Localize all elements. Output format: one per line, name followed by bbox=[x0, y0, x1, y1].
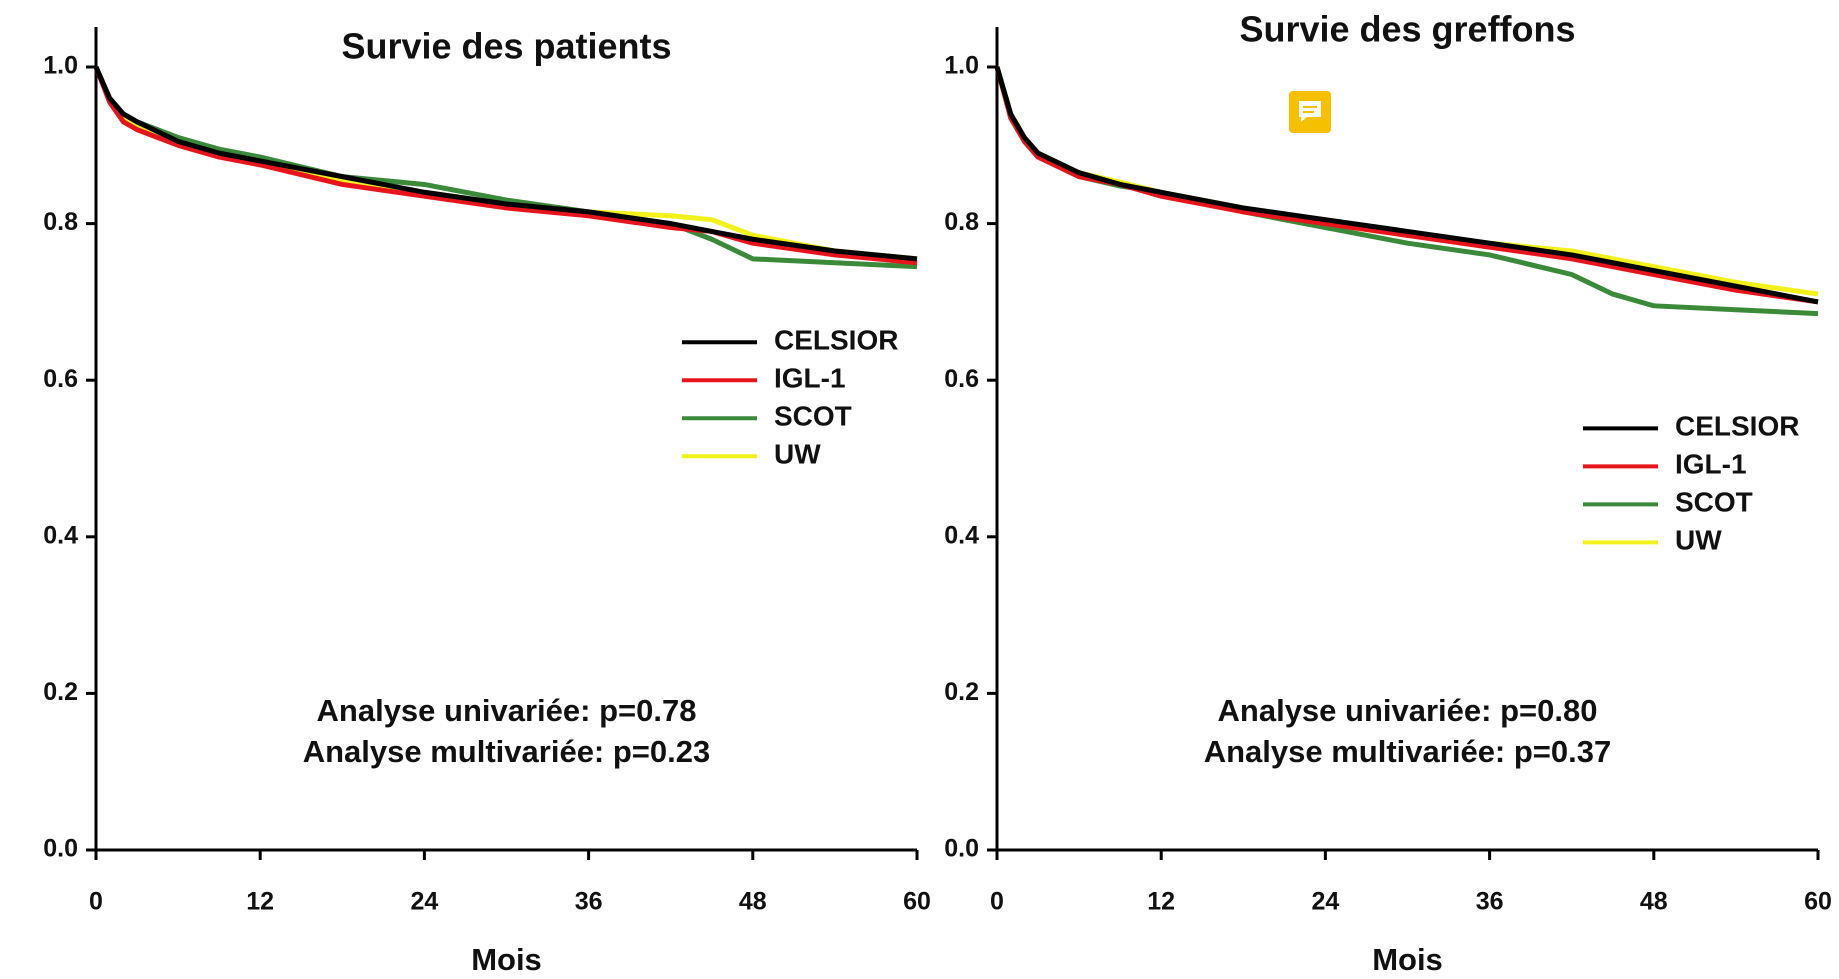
survival-line bbox=[93, 65, 918, 270]
y-tick-label: 1.0 bbox=[944, 52, 979, 80]
comment-icon[interactable] bbox=[1289, 91, 1331, 133]
x-tick-label: 0 bbox=[89, 888, 103, 916]
annotation: Analyse univariée: p=0.78 bbox=[317, 693, 697, 728]
x-tick-label: 36 bbox=[575, 888, 603, 916]
y-tick-label: 0.8 bbox=[944, 208, 979, 236]
x-tick-label: 12 bbox=[1147, 888, 1175, 916]
y-tick-label: 0.0 bbox=[43, 835, 78, 863]
legend-label: CELSIOR bbox=[774, 325, 898, 356]
x-axis-label: Mois bbox=[471, 942, 542, 977]
survival-line bbox=[994, 66, 1819, 305]
legend-label: UW bbox=[774, 439, 821, 470]
survival-line bbox=[994, 66, 1819, 305]
y-tick-label: 0.4 bbox=[43, 521, 78, 549]
survival-line bbox=[93, 65, 918, 262]
legend-label: UW bbox=[1675, 525, 1722, 556]
annotation: Analyse univariée: p=0.80 bbox=[1218, 693, 1598, 728]
x-axis-label: Mois bbox=[1372, 942, 1443, 977]
survival-line bbox=[93, 65, 918, 262]
y-tick-label: 1.0 bbox=[43, 52, 78, 80]
x-tick-label: 48 bbox=[1640, 888, 1668, 916]
legend-label: IGL-1 bbox=[774, 363, 846, 394]
x-tick-label: 0 bbox=[990, 888, 1004, 916]
x-tick-label: 60 bbox=[903, 888, 931, 916]
y-tick-label: 0.2 bbox=[944, 678, 979, 706]
y-tick-label: 0.6 bbox=[944, 365, 979, 393]
x-tick-label: 12 bbox=[246, 888, 274, 916]
legend-label: CELSIOR bbox=[1675, 411, 1799, 442]
x-tick-label: 24 bbox=[410, 888, 438, 916]
legend-label: IGL-1 bbox=[1675, 449, 1747, 480]
y-tick-label: 0.8 bbox=[43, 208, 78, 236]
x-tick-label: 24 bbox=[1311, 888, 1339, 916]
y-tick-label: 0.2 bbox=[43, 678, 78, 706]
survival-line bbox=[994, 66, 1819, 297]
legend-label: SCOT bbox=[774, 401, 852, 432]
chart-title: Survie des greffons bbox=[1239, 9, 1575, 50]
survival-line bbox=[93, 66, 918, 266]
annotation: Analyse multivariée: p=0.37 bbox=[1204, 734, 1612, 769]
legend-label: SCOT bbox=[1675, 487, 1753, 518]
y-tick-label: 0.0 bbox=[944, 835, 979, 863]
x-tick-label: 36 bbox=[1476, 888, 1504, 916]
y-tick-label: 0.4 bbox=[944, 521, 979, 549]
y-tick-label: 0.6 bbox=[43, 365, 78, 393]
x-tick-label: 48 bbox=[739, 888, 767, 916]
x-tick-label: 60 bbox=[1804, 888, 1832, 916]
annotation: Analyse multivariée: p=0.23 bbox=[303, 734, 711, 769]
chart-title: Survie des patients bbox=[341, 26, 671, 67]
